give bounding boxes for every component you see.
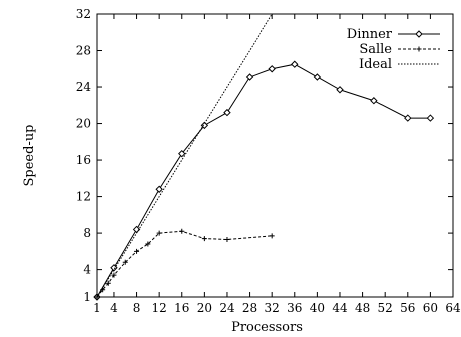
y-tick-label: 4 xyxy=(83,263,91,277)
y-tick-label: 24 xyxy=(76,80,92,94)
x-tick-label: 24 xyxy=(219,301,235,315)
y-tick-label: 8 xyxy=(83,226,91,240)
data-point-dinner xyxy=(155,185,163,193)
x-tick-label: 1 xyxy=(93,301,101,315)
legend-label-ideal: Ideal xyxy=(359,57,392,72)
legend-marker-salle xyxy=(416,46,422,52)
x-tick-label: 28 xyxy=(242,301,257,315)
legend-marker-dinner xyxy=(415,30,423,38)
x-tick-label: 4 xyxy=(110,301,118,315)
x-tick-label: 52 xyxy=(378,301,393,315)
data-point-salle xyxy=(145,241,151,247)
data-point-dinner xyxy=(178,149,186,158)
data-point-dinner xyxy=(268,65,276,73)
data-point-salle xyxy=(105,280,111,286)
data-point-dinner xyxy=(200,121,209,130)
data-point-dinner xyxy=(223,108,231,117)
y-tick-label: 28 xyxy=(76,44,91,58)
data-point-salle xyxy=(179,228,185,234)
y-tick-label: 12 xyxy=(76,190,91,204)
y-axis-label: Speed-up xyxy=(22,124,37,186)
data-point-dinner xyxy=(313,73,322,81)
data-point-dinner xyxy=(291,60,299,68)
y-tick-label: 16 xyxy=(76,153,91,167)
data-point-salle xyxy=(224,236,230,242)
data-point-dinner xyxy=(336,86,344,94)
data-point-salle xyxy=(100,287,106,293)
x-tick-label: 44 xyxy=(332,301,348,315)
data-point-dinner xyxy=(404,114,412,122)
x-tick-label: 32 xyxy=(265,301,280,315)
y-tick-label: 20 xyxy=(76,117,91,131)
data-point-salle xyxy=(269,233,275,239)
x-axis-label: Processors xyxy=(231,320,303,335)
data-point-salle xyxy=(201,236,207,242)
x-tick-label: 20 xyxy=(197,301,212,315)
x-tick-label: 12 xyxy=(152,301,167,315)
y-tick-label: 32 xyxy=(76,7,91,21)
x-tick-label: 40 xyxy=(310,301,325,315)
series-line-ideal xyxy=(97,14,273,297)
data-point-dinner xyxy=(426,114,435,122)
data-point-salle xyxy=(111,272,117,278)
data-point-salle xyxy=(122,259,128,265)
series-line-dinner xyxy=(97,63,431,297)
legend-label-salle: Salle xyxy=(359,42,392,57)
series-line-salle xyxy=(97,230,273,297)
x-tick-label: 60 xyxy=(423,301,438,315)
data-point-salle xyxy=(156,230,162,236)
data-point-salle xyxy=(134,248,140,254)
x-tick-label: 48 xyxy=(355,301,370,315)
plot-frame xyxy=(96,13,454,298)
x-tick-label: 16 xyxy=(174,301,189,315)
data-point-dinner xyxy=(370,97,378,105)
x-tick-label: 64 xyxy=(445,301,461,315)
data-point-dinner xyxy=(245,73,254,81)
legend-label-dinner: Dinner xyxy=(347,27,393,42)
x-tick-label: 56 xyxy=(400,301,415,315)
y-tick-label: 1 xyxy=(83,290,91,304)
data-point-dinner xyxy=(110,264,118,272)
x-tick-label: 36 xyxy=(287,301,302,315)
x-tick-label: 8 xyxy=(133,301,141,315)
